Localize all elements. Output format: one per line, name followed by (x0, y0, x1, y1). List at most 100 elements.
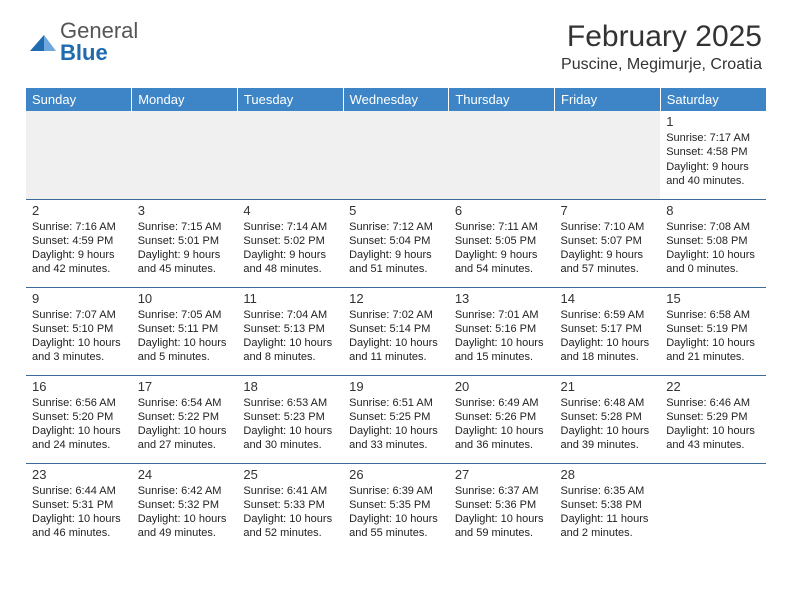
calendar-cell (660, 463, 766, 551)
day-number: 20 (455, 379, 549, 394)
day-details: Sunrise: 7:08 AMSunset: 5:08 PMDaylight:… (666, 220, 760, 277)
day-details: Sunrise: 6:37 AMSunset: 5:36 PMDaylight:… (455, 484, 549, 541)
calendar-cell: 23Sunrise: 6:44 AMSunset: 5:31 PMDayligh… (26, 463, 132, 551)
day-number: 21 (561, 379, 655, 394)
day-number: 14 (561, 291, 655, 306)
day-header: Sunday (26, 88, 132, 111)
calendar-cell: 24 Sunrise: 6:42 AMSunset: 5:32 PMDayligh… (132, 463, 238, 551)
calendar-cell: 7Sunrise: 7:10 AMSunset: 5:07 PMDaylight… (555, 199, 661, 287)
day-number: 17 (138, 379, 232, 394)
calendar-cell: 9 Sunrise: 7:07 AMSunset: 5:10 PMDaylight… (26, 287, 132, 375)
calendar-cell (26, 111, 132, 199)
day-number: 8 (666, 203, 760, 218)
day-details: Sunrise: 7:11 AMSunset: 5:05 PMDaylight:… (455, 220, 549, 277)
calendar-cell: 17 Sunrise: 6:54 AMSunset: 5:22 PMDayligh… (132, 375, 238, 463)
calendar-cell: 10Sunrise: 7:05 AMSunset: 5:11 PMDayligh… (132, 287, 238, 375)
day-details: Sunrise: 6:54 AMSunset: 5:22 PMDaylight:… (138, 396, 232, 453)
day-number: 25 (243, 467, 337, 482)
day-details: Sunrise: 7:05 AMSunset: 5:11 PMDaylight:… (138, 308, 232, 365)
calendar-cell: 2 Sunrise: 7:16 AMSunset: 4:59 PMDaylight… (26, 199, 132, 287)
calendar-week: 1 Sunrise: 7:17 AMSunset: 4:58 PMDaylight… (26, 111, 766, 199)
calendar-cell: 22 Sunrise: 6:46 AMSunset: 5:29 PMDayligh… (660, 375, 766, 463)
logo: General Blue (30, 20, 138, 64)
day-details: Sunrise: 7:15 AMSunset: 5:01 PMDaylight:… (138, 220, 232, 277)
calendar-week: 23Sunrise: 6:44 AMSunset: 5:31 PMDayligh… (26, 463, 766, 551)
logo-word-2: Blue (60, 40, 108, 65)
day-number: 4 (243, 203, 337, 218)
calendar-cell: 5 Sunrise: 7:12 AMSunset: 5:04 PMDaylight… (343, 199, 449, 287)
day-number: 24 (138, 467, 232, 482)
day-header: Thursday (449, 88, 555, 111)
day-details: Sunrise: 7:02 AMSunset: 5:14 PMDaylight:… (349, 308, 443, 365)
calendar-cell: 20 Sunrise: 6:49 AMSunset: 5:26 PMDayligh… (449, 375, 555, 463)
day-header: Wednesday (343, 88, 449, 111)
calendar-cell: 28 Sunrise: 6:35 AMSunset: 5:38 PMDayligh… (555, 463, 661, 551)
calendar-cell: 11 Sunrise: 7:04 AMSunset: 5:13 PMDayligh… (237, 287, 343, 375)
title-block: February 2025 Puscine, Megimurje, Croati… (561, 20, 762, 74)
calendar-cell: 21 Sunrise: 6:48 AMSunset: 5:28 PMDayligh… (555, 375, 661, 463)
day-details: Sunrise: 7:01 AMSunset: 5:16 PMDaylight:… (455, 308, 549, 365)
day-header: Tuesday (237, 88, 343, 111)
day-details: Sunrise: 7:07 AMSunset: 5:10 PMDaylight:… (32, 308, 126, 365)
calendar-cell: 15Sunrise: 6:58 AMSunset: 5:19 PMDayligh… (660, 287, 766, 375)
day-details: Sunrise: 7:14 AMSunset: 5:02 PMDaylight:… (243, 220, 337, 277)
day-number: 11 (243, 291, 337, 306)
day-details: Sunrise: 6:46 AMSunset: 5:29 PMDaylight:… (666, 396, 760, 453)
logo-arrow-icon (30, 29, 56, 56)
calendar-week: 16 Sunrise: 6:56 AMSunset: 5:20 PMDayligh… (26, 375, 766, 463)
calendar-cell: 25 Sunrise: 6:41 AMSunset: 5:33 PMDayligh… (237, 463, 343, 551)
day-number: 2 (32, 203, 126, 218)
day-header: Saturday (660, 88, 766, 111)
page-title: February 2025 (561, 20, 762, 54)
logo-text: General Blue (60, 20, 138, 64)
day-header: Friday (555, 88, 661, 111)
calendar-cell (555, 111, 661, 199)
day-details: Sunrise: 6:41 AMSunset: 5:33 PMDaylight:… (243, 484, 337, 541)
day-number: 6 (455, 203, 549, 218)
calendar-cell: 14Sunrise: 6:59 AMSunset: 5:17 PMDayligh… (555, 287, 661, 375)
day-number: 16 (32, 379, 126, 394)
calendar-cell: 1 Sunrise: 7:17 AMSunset: 4:58 PMDaylight… (660, 111, 766, 199)
day-number: 3 (138, 203, 232, 218)
day-details: Sunrise: 6:49 AMSunset: 5:26 PMDaylight:… (455, 396, 549, 453)
calendar-cell: 12 Sunrise: 7:02 AMSunset: 5:14 PMDayligh… (343, 287, 449, 375)
day-details: Sunrise: 6:44 AMSunset: 5:31 PMDaylight:… (32, 484, 126, 541)
calendar-cell (449, 111, 555, 199)
day-number: 22 (666, 379, 760, 394)
calendar-body: 1 Sunrise: 7:17 AMSunset: 4:58 PMDaylight… (26, 111, 766, 551)
calendar-cell (343, 111, 449, 199)
calendar-week: 9 Sunrise: 7:07 AMSunset: 5:10 PMDaylight… (26, 287, 766, 375)
day-number: 1 (666, 114, 760, 129)
calendar-cell: 26 Sunrise: 6:39 AMSunset: 5:35 PMDayligh… (343, 463, 449, 551)
day-details: Sunrise: 7:04 AMSunset: 5:13 PMDaylight:… (243, 308, 337, 365)
calendar-cell: 27 Sunrise: 6:37 AMSunset: 5:36 PMDayligh… (449, 463, 555, 551)
calendar-week: 2 Sunrise: 7:16 AMSunset: 4:59 PMDaylight… (26, 199, 766, 287)
day-details: Sunrise: 6:35 AMSunset: 5:38 PMDaylight:… (561, 484, 655, 541)
calendar-cell (237, 111, 343, 199)
day-details: Sunrise: 6:51 AMSunset: 5:25 PMDaylight:… (349, 396, 443, 453)
day-number: 27 (455, 467, 549, 482)
calendar-head: SundayMondayTuesdayWednesdayThursdayFrid… (26, 88, 766, 111)
day-number: 9 (32, 291, 126, 306)
day-number: 5 (349, 203, 443, 218)
day-details: Sunrise: 6:48 AMSunset: 5:28 PMDaylight:… (561, 396, 655, 453)
day-details: Sunrise: 6:42 AMSunset: 5:32 PMDaylight:… (138, 484, 232, 541)
day-details: Sunrise: 6:39 AMSunset: 5:35 PMDaylight:… (349, 484, 443, 541)
day-number: 28 (561, 467, 655, 482)
day-details: Sunrise: 7:16 AMSunset: 4:59 PMDaylight:… (32, 220, 126, 277)
day-details: Sunrise: 6:56 AMSunset: 5:20 PMDaylight:… (32, 396, 126, 453)
day-number: 19 (349, 379, 443, 394)
day-number: 26 (349, 467, 443, 482)
day-number: 12 (349, 291, 443, 306)
location-text: Puscine, Megimurje, Croatia (561, 56, 762, 74)
calendar-cell: 8 Sunrise: 7:08 AMSunset: 5:08 PMDaylight… (660, 199, 766, 287)
calendar-cell: 18Sunrise: 6:53 AMSunset: 5:23 PMDayligh… (237, 375, 343, 463)
calendar-table: SundayMondayTuesdayWednesdayThursdayFrid… (26, 88, 766, 551)
calendar-cell: 19 Sunrise: 6:51 AMSunset: 5:25 PMDayligh… (343, 375, 449, 463)
day-number: 18 (243, 379, 337, 394)
header: General Blue February 2025 Puscine, Megi… (0, 0, 792, 80)
day-number: 13 (455, 291, 549, 306)
day-number: 7 (561, 203, 655, 218)
day-details: Sunrise: 7:12 AMSunset: 5:04 PMDaylight:… (349, 220, 443, 277)
day-details: Sunrise: 7:17 AMSunset: 4:58 PMDaylight:… (666, 131, 760, 188)
